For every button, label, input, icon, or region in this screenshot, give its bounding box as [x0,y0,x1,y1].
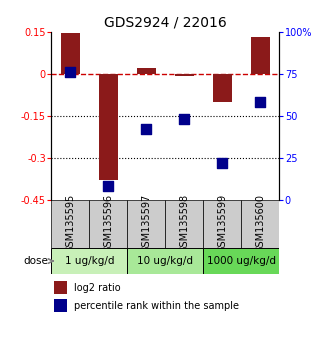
Text: 1 ug/kg/d: 1 ug/kg/d [65,256,114,266]
Bar [137,68,156,74]
Bar [203,248,279,274]
Text: GSM135596: GSM135596 [103,194,113,253]
Bar [54,299,67,312]
Bar [99,74,118,180]
Bar [54,281,67,294]
Bar [127,248,203,274]
Text: 1000 ug/kg/d: 1000 ug/kg/d [207,256,276,266]
Bar [241,200,279,248]
Point [182,116,187,122]
Bar [213,74,232,102]
Bar [165,200,203,248]
Text: 10 ug/kg/d: 10 ug/kg/d [137,256,193,266]
Point [220,160,225,166]
Text: percentile rank within the sample: percentile rank within the sample [74,301,239,310]
Bar [61,33,80,74]
Bar [51,248,127,274]
Text: GSM135597: GSM135597 [141,194,151,253]
Point [106,183,111,189]
Text: GSM135595: GSM135595 [65,194,75,253]
Title: GDS2924 / 22016: GDS2924 / 22016 [104,15,227,29]
Bar [175,74,194,76]
Text: GSM135600: GSM135600 [255,194,265,253]
Bar [51,200,89,248]
Bar [203,200,241,248]
Point [144,126,149,132]
Text: GSM135598: GSM135598 [179,194,189,253]
Text: GSM135599: GSM135599 [217,194,227,253]
Bar [251,36,270,74]
Text: dose: dose [23,256,48,266]
Bar [127,200,165,248]
Text: log2 ratio: log2 ratio [74,283,121,293]
Point [258,99,263,105]
Point [68,69,73,75]
Bar [89,200,127,248]
